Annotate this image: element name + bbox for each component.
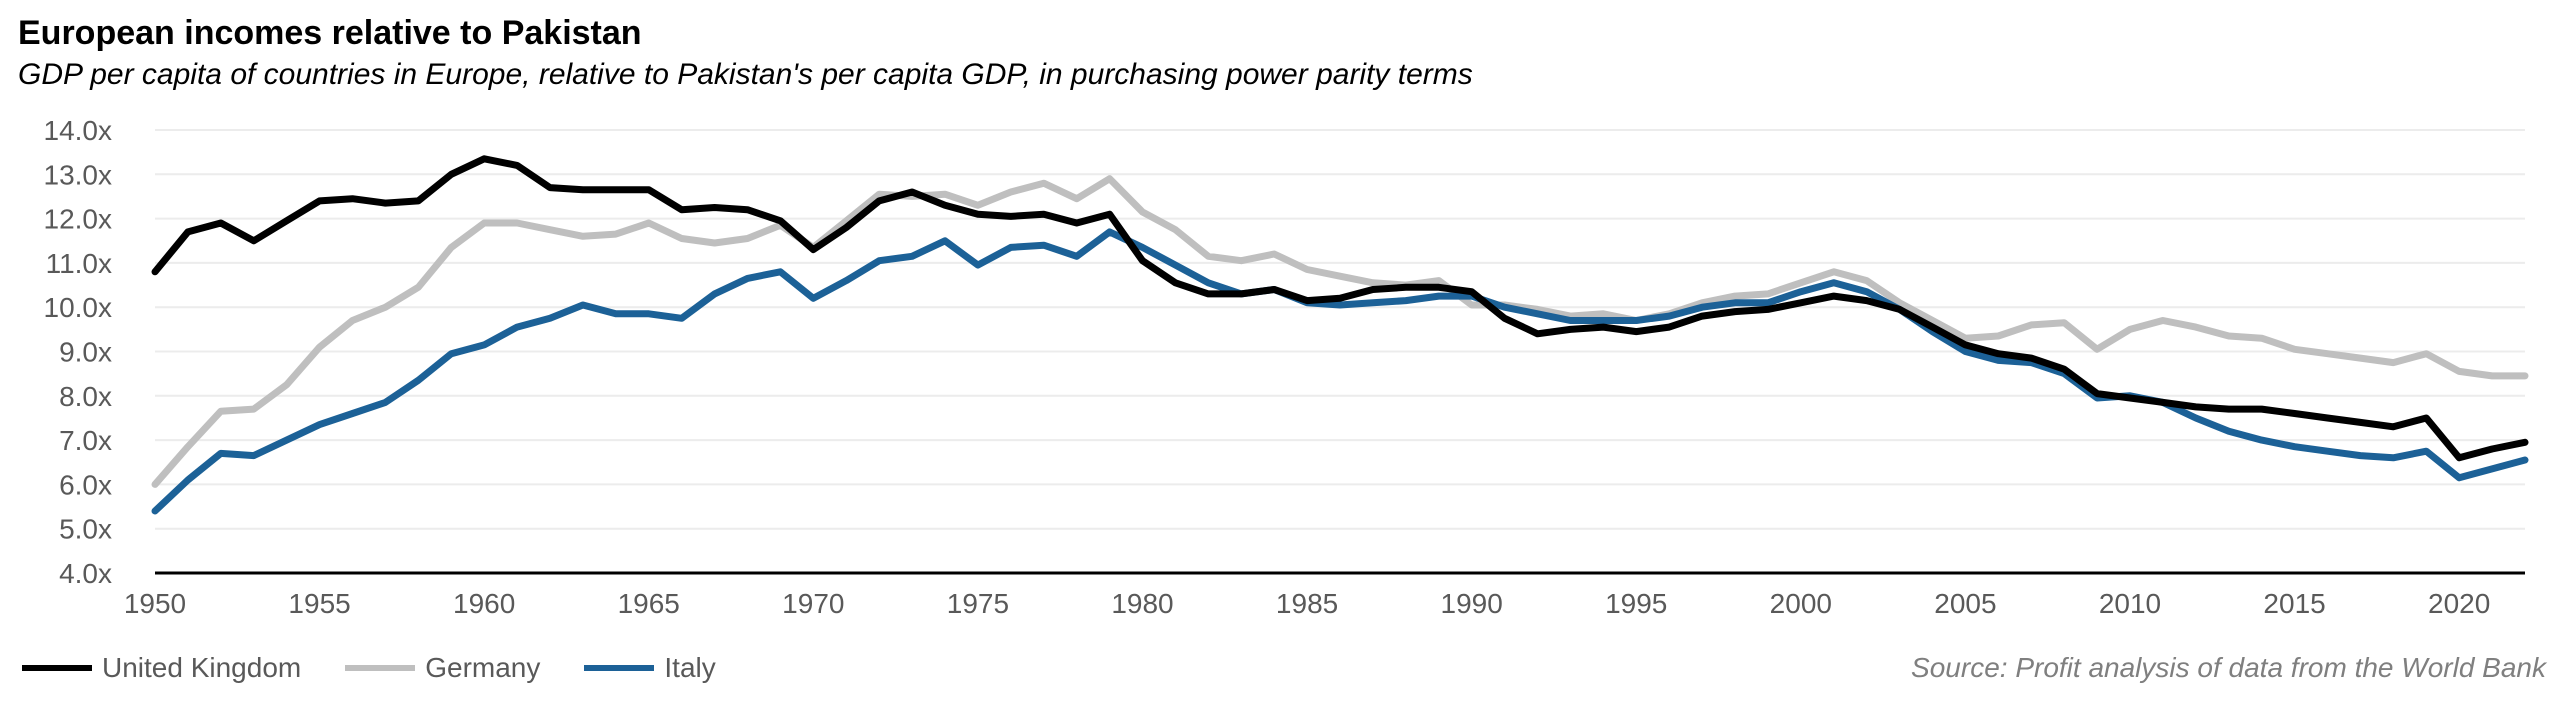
y-tick-label: 10.0x xyxy=(44,292,113,323)
x-tick-label: 1980 xyxy=(1111,588,1173,619)
x-tick-label: 1960 xyxy=(453,588,515,619)
y-tick-label: 5.0x xyxy=(59,514,112,545)
x-tick-label: 2010 xyxy=(2099,588,2161,619)
x-tick-label: 2005 xyxy=(1934,588,1996,619)
legend-swatch-italy xyxy=(584,665,655,671)
x-tick-label: 2020 xyxy=(2428,588,2490,619)
x-tick-label: 1970 xyxy=(782,588,844,619)
legend-item-united-kingdom: United Kingdom xyxy=(22,652,301,684)
y-tick-label: 6.0x xyxy=(59,469,112,500)
legend-label-germany: Germany xyxy=(425,652,541,683)
x-tick-label: 1995 xyxy=(1605,588,1667,619)
chart-subtitle: GDP per capita of countries in Europe, r… xyxy=(18,58,1473,91)
y-tick-label: 14.0x xyxy=(44,115,113,146)
chart-title: European incomes relative to Pakistan xyxy=(18,14,642,52)
x-tick-label: 1950 xyxy=(124,588,186,619)
x-tick-label: 2000 xyxy=(1770,588,1832,619)
legend-item-italy: Italy xyxy=(584,652,716,684)
y-tick-label: 13.0x xyxy=(44,159,113,190)
x-tick-label: 1990 xyxy=(1441,588,1503,619)
legend-label-italy: Italy xyxy=(664,652,716,683)
source-note: Source: Profit analysis of data from the… xyxy=(1911,652,2546,683)
legend-swatch-united-kingdom xyxy=(22,665,92,671)
x-tick-label: 1985 xyxy=(1276,588,1338,619)
series-line-germany xyxy=(151,175,2529,488)
y-tick-label: 9.0x xyxy=(59,337,112,368)
legend-swatch-germany xyxy=(345,665,416,671)
series-line-united-kingdom xyxy=(151,155,2529,462)
x-tick-label: 1955 xyxy=(288,588,350,619)
x-tick-label: 1965 xyxy=(618,588,680,619)
legend-item-germany: Germany xyxy=(345,652,540,684)
y-tick-label: 7.0x xyxy=(59,425,112,456)
legend: United Kingdom Germany Italy xyxy=(22,652,760,684)
y-tick-label: 12.0x xyxy=(44,204,113,235)
x-tick-label: 1975 xyxy=(947,588,1009,619)
x-tick-label: 2015 xyxy=(2263,588,2325,619)
y-tick-label: 8.0x xyxy=(59,381,112,412)
y-tick-label: 11.0x xyxy=(46,248,112,279)
y-tick-label: 4.0x xyxy=(59,558,112,589)
legend-label-united-kingdom: United Kingdom xyxy=(102,652,302,683)
